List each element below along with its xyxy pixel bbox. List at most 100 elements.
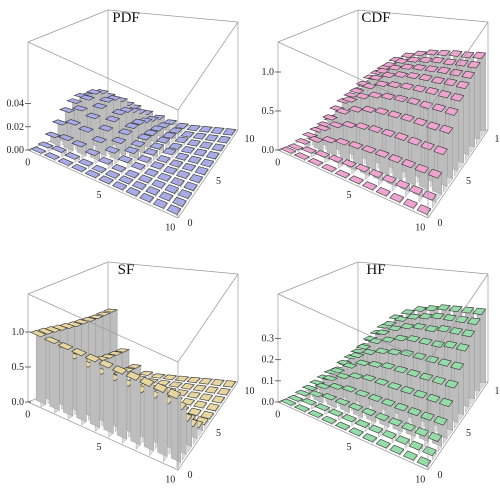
hf-bar — [341, 414, 357, 427]
hf-bar — [414, 427, 430, 448]
pdf-bar — [168, 127, 183, 138]
hf-bar — [395, 435, 411, 450]
pdf-x-tick-label: 10 — [165, 222, 175, 233]
pdf-bar — [71, 140, 88, 159]
cdf-bars — [280, 49, 487, 217]
pdf-bar — [192, 132, 207, 142]
pdf-bar — [216, 135, 231, 146]
cdf-y-axis: 0 5 10 — [438, 134, 500, 229]
sf-bar — [198, 393, 213, 403]
cdf-bar — [300, 146, 318, 158]
cdf-x-tick-label: 5 — [347, 190, 352, 201]
sf-z-axis: 0.0 0.5 1.0 — [12, 327, 31, 408]
sf-chart: SF 0.0 0.5 1.0 0 5 10 0 5 10 — [12, 261, 255, 485]
pdf-y-tick-label: 10 — [245, 134, 255, 145]
pdf-bar — [104, 146, 120, 165]
sf-x-tick-label: 10 — [165, 474, 175, 485]
pdf-bar — [174, 122, 189, 132]
sf-bar — [200, 410, 215, 421]
pdf-bar — [37, 141, 54, 152]
cdf-bar — [427, 168, 443, 201]
hf-z-tick-label: 0.0 — [262, 397, 275, 408]
hf-bar — [427, 432, 443, 453]
cdf-bar — [374, 149, 390, 180]
pdf-bar — [180, 131, 195, 140]
pdf-bar — [57, 134, 75, 154]
pdf-y-tick-label: 0 — [188, 218, 193, 229]
pdf-bar — [200, 158, 215, 169]
cdf-bar — [307, 135, 325, 154]
cdf-bar — [307, 158, 324, 168]
pdf-box-front — [27, 21, 239, 219]
cdf-y-tick-label: 5 — [466, 176, 471, 187]
sf-bar — [205, 403, 220, 413]
sf-bar — [210, 379, 225, 388]
cdf-bar — [348, 175, 364, 186]
cdf-bar — [416, 204, 432, 217]
pdf-bar — [193, 148, 208, 159]
sf-bar — [216, 387, 231, 398]
sf-y-tick-label: 0 — [188, 470, 193, 481]
pdf-bar — [156, 155, 171, 166]
sf-bar — [138, 370, 154, 379]
cdf-bar — [314, 150, 331, 164]
hf-bar — [368, 424, 384, 438]
hf-y-axis: 0 5 10 — [438, 386, 500, 481]
cdf-bar — [375, 186, 391, 199]
pdf-x-tick-label: 0 — [25, 158, 30, 169]
sf-bar — [193, 400, 208, 411]
sf-z-tick-label: 0.5 — [12, 362, 25, 373]
hf-bar — [334, 398, 351, 417]
cdf-x-tick-label: 10 — [415, 222, 425, 233]
hf-bar — [314, 403, 331, 416]
pdf-bar — [97, 156, 114, 170]
hf-chart: HF 0.0 0.1 0.2 0.3 0 5 10 0 5 10 — [262, 261, 500, 485]
cdf-bar — [334, 137, 351, 165]
cdf-bar — [395, 179, 411, 198]
pdf-bar — [84, 148, 101, 165]
pdf-bar — [187, 155, 202, 166]
pdf-y-axis: 0 5 10 — [188, 134, 255, 229]
sf-title: SF — [118, 262, 135, 278]
pdf-bar — [118, 175, 134, 186]
pdf-x-axis: 0 5 10 — [25, 158, 175, 234]
pdf-bar — [130, 161, 146, 174]
hf-bar — [361, 407, 377, 427]
sf-bar — [180, 383, 195, 392]
cdf-bar — [389, 192, 405, 205]
sf-box-front — [27, 273, 239, 471]
hf-bar — [401, 422, 416, 443]
cdf-bar — [287, 143, 304, 152]
cdf-bar — [368, 169, 384, 186]
hf-bar — [307, 410, 324, 420]
sf-bar — [126, 364, 142, 378]
cdf-bar — [401, 159, 416, 191]
hf-bars — [280, 304, 487, 469]
sf-x-tick-label: 5 — [97, 442, 102, 453]
pdf-bars — [30, 89, 237, 217]
pdf-bar — [98, 175, 114, 186]
hf-bar — [455, 343, 470, 413]
cdf-bar — [341, 159, 357, 175]
pdf-bar — [84, 169, 101, 180]
pdf-bar — [150, 161, 165, 172]
pdf-bar — [170, 177, 185, 188]
pdf-bar — [151, 179, 166, 191]
pdf-title: PDF — [112, 10, 140, 26]
cdf-title: CDF — [361, 10, 390, 26]
pdf-y-tick-label: 5 — [216, 176, 221, 187]
pdf-bar — [211, 143, 226, 154]
sf-bar — [139, 376, 155, 457]
pdf-bar — [172, 196, 187, 209]
pdf-bar — [137, 174, 153, 185]
pdf-bar — [198, 126, 213, 135]
pdf-bar — [158, 191, 174, 203]
pdf-bar — [175, 169, 191, 181]
pdf-bar — [117, 155, 133, 169]
pdf-bar — [163, 166, 178, 177]
pdf-bar — [181, 162, 197, 173]
hf-bar — [354, 419, 371, 433]
sf-bar — [198, 378, 213, 387]
cdf-bar — [408, 185, 424, 203]
